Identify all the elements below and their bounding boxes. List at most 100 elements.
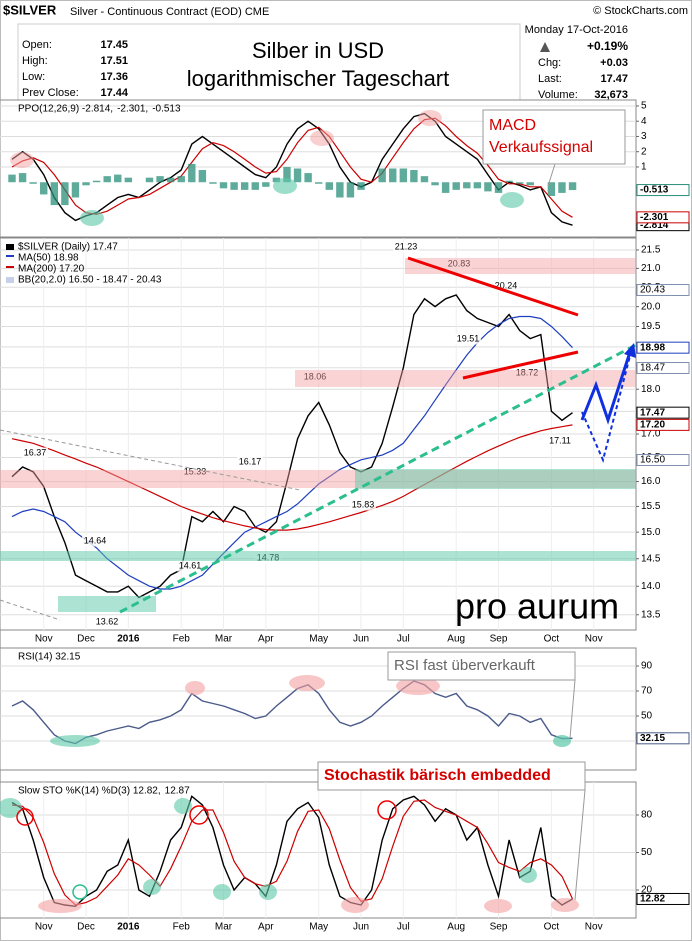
histogram-bar	[114, 174, 122, 183]
annotation-box	[547, 435, 573, 447]
histogram-bar	[315, 182, 323, 184]
highlight	[213, 884, 231, 900]
histogram-bar	[346, 182, 355, 198]
value-tag-label: 17.20	[640, 420, 665, 431]
x-tick-label: Jun	[353, 922, 369, 933]
annotation-box	[22, 447, 48, 459]
value-tag	[636, 362, 690, 374]
histogram-bar	[166, 177, 175, 183]
histogram-bar	[441, 182, 450, 193]
x-tick-label: Apr	[258, 922, 274, 933]
projection	[581, 351, 632, 464]
x-tick-label: May	[309, 922, 328, 933]
trend-line	[119, 343, 637, 614]
highlight	[551, 898, 579, 912]
date: Monday 17-Oct-2016	[525, 24, 628, 36]
sto-note: Stochastik bärisch embedded	[324, 767, 551, 784]
triangle-line	[462, 350, 579, 380]
legend-entry: -0.513	[152, 104, 181, 115]
y-tick-label: 5	[641, 101, 647, 112]
subtitle: logarithmischer Tageschart	[187, 66, 450, 91]
histogram-bar	[71, 182, 80, 198]
y-tick-label: 15.0	[641, 527, 661, 538]
price-annotation: 18.06	[304, 371, 327, 381]
x-tick-label: Oct	[544, 634, 560, 645]
histogram-bar	[103, 176, 111, 183]
annotation-box	[237, 456, 263, 468]
histogram-bar	[526, 182, 534, 186]
overlay: MACD Verkaufssignal RSI fast überverkauf…	[0, 109, 637, 913]
change-pct: +0.19%	[587, 39, 628, 53]
legend-entry: MA(50) 18.98	[18, 253, 79, 264]
histogram-bar	[40, 182, 48, 195]
price-annotation: 19.51	[457, 333, 480, 343]
series-line	[11, 294, 573, 599]
x-tick-label: Feb	[173, 922, 191, 933]
legend-entry: BB(20,2.0) 16.50 - 18.47 - 20.43	[18, 275, 162, 286]
legend-entry: $SILVER (Daily) 17.47	[18, 242, 118, 253]
highlight	[16, 808, 34, 826]
legend-entry: -2.301,	[117, 104, 148, 115]
highlight	[289, 675, 325, 691]
support-band	[355, 469, 636, 489]
price-annotation: 16.17	[239, 456, 262, 466]
highlight	[10, 152, 34, 168]
histogram-bar	[177, 176, 185, 183]
plots: 1 2 3 4 5 -2.814-2.301 -0.513 PPO(12,26,9) -2.8…	[0, 99, 690, 933]
highlight	[50, 735, 100, 747]
stat-label: Chg:	[538, 57, 561, 69]
support-band	[0, 551, 636, 561]
histogram-bar	[494, 182, 503, 193]
value-tag-label: 18.47	[640, 363, 665, 374]
histogram-bar	[82, 182, 90, 186]
histogram-bar	[283, 166, 291, 183]
highlight	[80, 210, 104, 226]
y-tick-label: 17.0	[641, 429, 661, 440]
legend-swatch	[6, 266, 14, 268]
histogram-bar	[473, 182, 482, 189]
y-tick-label: 21.0	[641, 263, 661, 274]
resistance-band	[405, 258, 636, 274]
y-tick-label: 19.5	[641, 321, 661, 332]
macd-note: MACD	[489, 117, 536, 134]
description: Silver - Continuous Contract (EOD) CME	[70, 6, 269, 18]
highlight	[143, 879, 161, 895]
projection	[580, 351, 632, 425]
price-annotation: 15.33	[184, 466, 207, 476]
highlight	[273, 178, 297, 194]
annotation-box	[446, 258, 472, 270]
value-tag	[636, 454, 690, 466]
histogram-bar	[29, 182, 37, 184]
value-tag-label: 32.15	[640, 733, 665, 744]
price-annotation: 20.83	[448, 258, 471, 268]
histogram-bar	[357, 182, 365, 190]
x-tick-label: Sep	[490, 922, 508, 933]
histogram-bar	[8, 174, 16, 183]
histogram-bar	[251, 182, 259, 190]
series-line	[11, 795, 573, 908]
highlight	[185, 681, 205, 695]
value-tag-label: -2.301	[640, 212, 669, 223]
x-tick-label: Nov	[35, 634, 53, 645]
logo: pro aurum	[455, 586, 619, 627]
annotation-box	[493, 280, 519, 292]
y-tick-label: 50	[641, 847, 653, 858]
stat-value: 32,673	[594, 89, 628, 101]
x-tick-label: Nov	[585, 634, 603, 645]
value-tag	[636, 406, 690, 419]
x-tick-label: Dec	[77, 634, 95, 645]
highlight	[377, 800, 397, 820]
y-tick-label: 21.5	[641, 245, 661, 256]
histogram-bar	[262, 182, 270, 187]
y-tick-label: 70	[641, 686, 653, 697]
value-tag	[636, 211, 690, 224]
x-tick-label: Feb	[173, 634, 191, 645]
histogram-bar	[61, 182, 69, 206]
quote-value: 17.51	[100, 55, 128, 67]
quote-label: Low:	[22, 71, 45, 83]
histogram-bar	[389, 168, 397, 183]
annotation-box	[94, 616, 120, 628]
y-tick-label: 18.0	[641, 384, 661, 395]
y-tick-label: 90	[641, 661, 653, 672]
